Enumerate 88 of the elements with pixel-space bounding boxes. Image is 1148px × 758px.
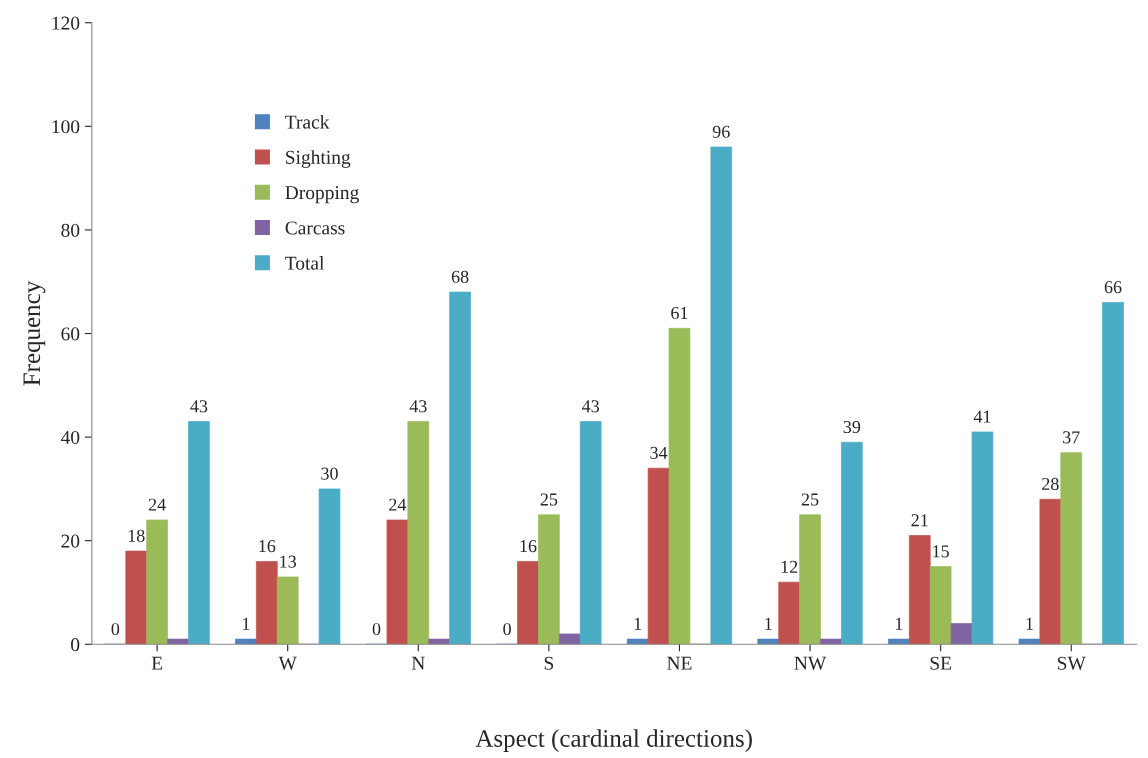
- data-label: 34: [650, 446, 668, 459]
- y-tick-label: 120: [52, 16, 80, 30]
- bar: [125, 550, 148, 645]
- bar: [1018, 638, 1041, 645]
- data-label: 96: [712, 125, 730, 138]
- bar: [668, 327, 691, 645]
- data-label: 15: [933, 545, 949, 558]
- legend-label: Sighting: [286, 150, 351, 168]
- data-label: 24: [389, 498, 407, 511]
- x-tick-label: SW: [1057, 656, 1086, 670]
- bar: [276, 576, 299, 645]
- y-tick-label: 60: [61, 327, 80, 341]
- bar: [318, 488, 341, 645]
- bar: [449, 291, 471, 645]
- y-axis-title: Frequency: [23, 280, 46, 386]
- y-tick-label: 20: [61, 534, 80, 548]
- y-tick-label: 0: [71, 638, 80, 652]
- bar: [647, 467, 670, 645]
- data-label: 43: [582, 400, 599, 413]
- data-label: 16: [259, 540, 276, 553]
- bar: [757, 638, 780, 645]
- bar: [971, 431, 994, 645]
- bar: [929, 566, 952, 645]
- x-tick-label: E: [151, 656, 163, 670]
- bar: [1060, 452, 1083, 645]
- bar: [579, 421, 602, 645]
- data-label: 16: [520, 540, 537, 553]
- bar: [1102, 302, 1124, 645]
- data-label: 1: [765, 617, 772, 630]
- bar: [908, 535, 931, 645]
- data-label: 61: [671, 306, 688, 320]
- bar: [538, 514, 560, 645]
- data-label: 1: [1026, 617, 1033, 630]
- legend-label: Total: [285, 256, 325, 270]
- legend-label: Dropping: [285, 186, 359, 204]
- x-tick-label: NE: [667, 656, 692, 670]
- data-label: 1: [243, 617, 250, 630]
- x-tick-label: NW: [794, 656, 827, 670]
- data-label: 21: [911, 514, 928, 527]
- data-label: 12: [781, 560, 798, 573]
- y-tick-label: 100: [52, 120, 80, 134]
- data-label: 25: [540, 493, 558, 506]
- bar: [146, 519, 168, 645]
- data-label: 43: [190, 400, 208, 413]
- bar: [167, 638, 189, 645]
- data-label: 66: [1104, 281, 1122, 294]
- x-axis-title: Aspect (cardinal directions): [475, 729, 752, 752]
- bar: [820, 638, 842, 645]
- data-label: 0: [372, 622, 381, 636]
- bar: [428, 638, 450, 645]
- data-label: 24: [148, 498, 166, 511]
- x-tick-label: N: [411, 656, 425, 670]
- x-tick-label: SE: [930, 656, 952, 670]
- data-label: 0: [503, 622, 511, 636]
- bar: [888, 638, 910, 645]
- legend-label: Carcass: [285, 221, 345, 235]
- data-label: 1: [895, 617, 903, 630]
- bar: [386, 519, 409, 645]
- legend-label: Track: [285, 114, 330, 129]
- x-tick-label: W: [278, 656, 297, 670]
- y-tick-label: 40: [60, 430, 80, 445]
- data-label: 41: [973, 410, 991, 423]
- x-tick-label: S: [544, 656, 554, 670]
- bar: [256, 561, 278, 645]
- data-label: 30: [321, 467, 338, 480]
- data-label: 28: [1042, 477, 1059, 491]
- bar: [626, 638, 649, 645]
- y-tick-label: 80: [61, 223, 80, 237]
- data-label: 25: [801, 493, 819, 506]
- data-label: 39: [843, 420, 861, 434]
- bar: [710, 146, 733, 645]
- bar: [950, 623, 973, 645]
- data-label: 68: [451, 270, 469, 283]
- data-label: 43: [409, 400, 427, 413]
- data-label: 37: [1063, 431, 1080, 444]
- bar: [778, 581, 800, 645]
- bar: [188, 421, 210, 645]
- data-label: 0: [111, 622, 120, 636]
- bar: [407, 421, 430, 645]
- bar: [841, 441, 863, 645]
- bar: [799, 514, 821, 645]
- data-label: 13: [280, 555, 297, 568]
- data-label: 18: [128, 529, 145, 542]
- bar: [1039, 498, 1062, 645]
- bar: [517, 561, 539, 645]
- data-label: 1: [634, 617, 642, 630]
- bar: [558, 633, 581, 645]
- bar: [235, 638, 257, 645]
